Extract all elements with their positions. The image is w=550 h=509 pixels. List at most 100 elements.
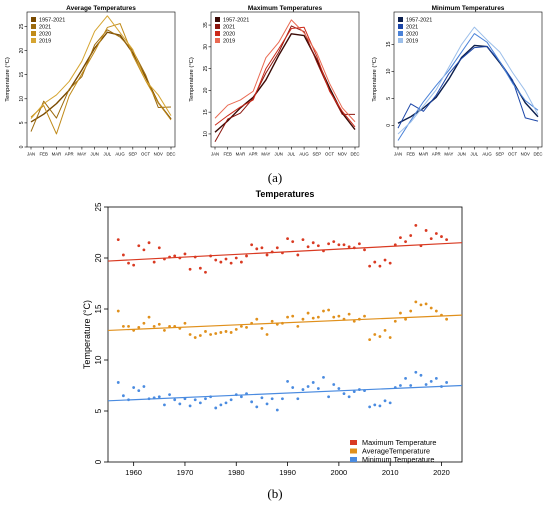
data-point [121,394,125,398]
data-point [275,322,279,326]
x-tick-label: MAY [261,152,270,157]
data-point [229,331,233,334]
x-tick-label: JAN [27,152,35,157]
x-tick-label: 1970 [177,468,194,477]
series-line-2019 [397,26,539,135]
x-tick-label: SEP [129,152,138,157]
trend-line [107,384,463,402]
y-tick-label: 0 [386,124,392,127]
x-tick-label: OCT [325,152,334,157]
y-tick-label: 15 [94,304,103,313]
data-point [204,397,207,401]
data-point [234,393,238,397]
data-point [409,384,413,387]
data-point [306,311,310,315]
data-point [286,315,289,319]
plot-frame [210,11,360,148]
data-point [245,325,248,329]
legend-label: 2021 [223,25,235,31]
x-tick-label: JUN [274,152,282,157]
data-point [229,261,233,265]
series-line-2020 [30,23,172,135]
data-point [383,399,387,403]
x-tick-label: APR [249,152,258,157]
chart-title: Temperatures [256,189,315,199]
x-tick-label: 1960 [125,468,142,477]
data-point [209,395,213,399]
y-axis-label: Temperature (°C) [5,57,11,102]
data-point [250,321,254,325]
data-point [142,248,146,252]
y-tick-label: 5 [94,408,103,413]
data-point [286,380,289,383]
legend-swatch [31,17,36,22]
y-axis-label: Temperature (°C) [372,57,378,102]
data-point [414,300,418,304]
y-tick-label: 15 [203,109,209,115]
data-point [260,246,264,250]
data-point [434,376,438,380]
data-point [157,322,161,326]
data-point [219,331,223,334]
data-point [157,246,161,250]
data-point [342,243,346,247]
data-point [414,223,418,227]
series-line-2021 [30,29,172,132]
legend-label: 2020 [406,32,418,38]
plot-frame [26,11,176,148]
data-point [342,392,346,396]
data-point [265,333,269,336]
legend-label: 1957-2021 [39,18,65,24]
data-point [393,243,397,247]
x-tick-label: MAY [77,152,86,157]
legend-swatch [31,38,36,43]
data-point [363,389,366,392]
legend-label: 2019 [406,39,418,45]
data-point [419,244,423,248]
legend-label: 2021 [39,25,51,31]
data-point [168,393,171,397]
data-point [296,397,300,401]
data-point [291,386,295,389]
legend-swatch [31,31,36,36]
chart-title: Average Temperatures [66,5,136,12]
data-point [419,303,423,307]
data-point [368,264,372,268]
series-line-2019 [30,15,172,119]
data-point [424,302,428,306]
y-tick-label: 20 [203,87,209,93]
data-point [363,248,366,252]
data-point [429,380,433,383]
x-tick-label: FEB [407,152,415,157]
x-tick-label: NOV [521,152,530,157]
data-point [188,404,192,408]
chart-title: Minimum Temperatures [432,5,505,12]
y-tick-label: 5 [386,97,392,100]
data-point [291,240,295,244]
data-point [255,247,259,251]
x-tick-label: JUL [104,152,112,157]
data-point [378,264,382,268]
data-point [281,397,284,401]
legend-swatch [215,24,220,29]
y-axis-label: Temperature (°C) [189,57,195,102]
data-point [445,381,449,384]
data-point [352,319,356,323]
x-tick-label: APR [432,152,441,157]
data-point [393,319,397,323]
x-tick-label: MAR [419,152,429,157]
data-point [327,395,331,399]
x-tick-label: 2020 [433,468,450,477]
data-point [147,241,151,245]
data-point [347,245,351,249]
data-point [393,386,397,389]
y-tick-label: 0 [94,459,103,464]
x-tick-label: OCT [508,152,517,157]
data-point [388,401,392,405]
data-point [270,319,274,323]
data-point [193,398,197,402]
y-tick-label: 25 [19,23,25,29]
data-point [301,388,305,391]
data-point [204,330,207,333]
x-tick-label: FEB [224,152,232,157]
